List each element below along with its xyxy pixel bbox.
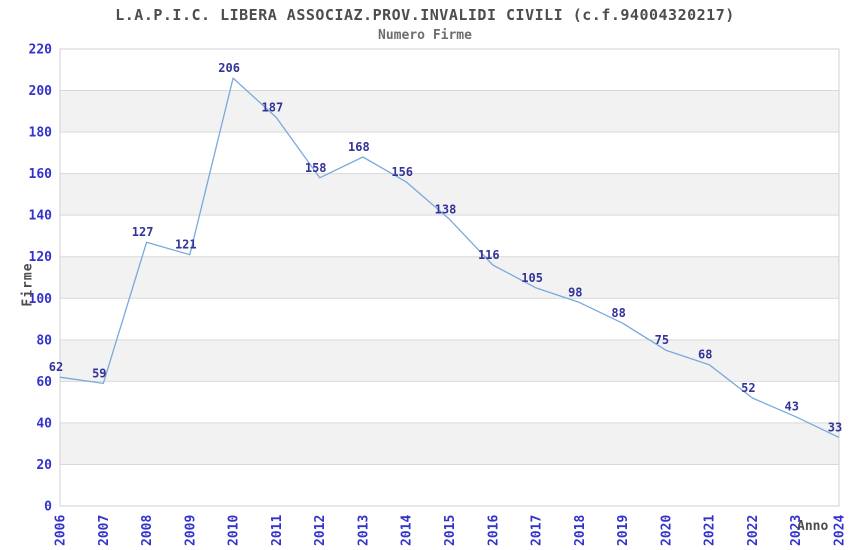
- grid-band: [60, 90, 839, 133]
- x-tick-label: 2019: [616, 515, 631, 546]
- y-tick-label: 120: [29, 250, 53, 265]
- y-tick-label: 100: [29, 292, 53, 307]
- y-tick-label: 140: [29, 209, 53, 224]
- data-point-label: 121: [175, 238, 197, 252]
- x-tick-label: 2018: [573, 515, 588, 546]
- grid-band: [60, 339, 839, 382]
- x-tick-label: 2006: [54, 515, 69, 546]
- y-tick-label: 80: [36, 333, 52, 348]
- y-tick-label: 180: [29, 126, 53, 141]
- data-point-label: 88: [611, 306, 625, 320]
- x-tick-label: 2024: [833, 515, 848, 546]
- data-point-label: 127: [132, 225, 154, 239]
- data-point-label: 68: [698, 348, 712, 362]
- x-axis-title: Anno: [797, 519, 829, 534]
- x-tick-label: 2021: [703, 515, 718, 546]
- plot-border: [59, 48, 840, 507]
- data-point-label: 168: [348, 140, 370, 154]
- x-tick-label: 2022: [746, 515, 761, 546]
- x-tick-label: 2016: [486, 515, 501, 546]
- data-point-label: 59: [92, 366, 106, 380]
- y-tick-label: 20: [36, 458, 52, 473]
- data-point-label: 105: [521, 271, 543, 285]
- x-tick-label: 2017: [530, 515, 545, 546]
- grid-band: [60, 173, 839, 216]
- y-tick-label: 200: [29, 84, 53, 99]
- data-point-label: 52: [741, 381, 755, 395]
- x-tick-label: 2015: [443, 515, 458, 546]
- y-axis-title: Firme: [20, 262, 36, 307]
- x-tick-label: 2013: [356, 515, 371, 546]
- x-tick-label: 2020: [659, 515, 674, 546]
- data-point-label: 138: [435, 202, 457, 216]
- x-tick-label: 2008: [140, 515, 155, 546]
- x-tick-label: 2009: [183, 515, 198, 546]
- chart-title: L.A.P.I.C. LIBERA ASSOCIAZ.PROV.INVALIDI…: [115, 6, 735, 24]
- x-tick-label: 2012: [313, 515, 328, 546]
- data-point-label: 116: [478, 248, 500, 262]
- y-tick-label: 60: [36, 375, 52, 390]
- y-tick-label: 160: [29, 167, 53, 182]
- data-point-label: 62: [49, 360, 63, 374]
- data-point-label: 33: [828, 420, 842, 434]
- y-tick-label: 40: [36, 416, 52, 431]
- data-point-label: 187: [262, 101, 284, 115]
- x-tick-label: 2023: [789, 515, 804, 546]
- data-point-label: 75: [655, 333, 669, 347]
- x-tick-label: 2014: [400, 515, 415, 546]
- x-tick-label: 2011: [270, 515, 285, 546]
- x-tick-label: 2010: [227, 515, 242, 546]
- chart-subtitle: Numero Firme: [378, 28, 472, 43]
- data-point-label: 43: [784, 400, 798, 414]
- data-point-label: 156: [391, 165, 413, 179]
- y-tick-label: 220: [29, 43, 53, 58]
- x-tick-label: 2007: [97, 515, 112, 546]
- data-point-label: 158: [305, 161, 327, 175]
- grid-band: [60, 256, 839, 299]
- data-point-label: 206: [218, 61, 240, 75]
- data-line: [59, 77, 840, 438]
- grid-band: [60, 422, 839, 465]
- data-point-label: 98: [568, 285, 582, 299]
- y-tick-label: 0: [44, 500, 52, 515]
